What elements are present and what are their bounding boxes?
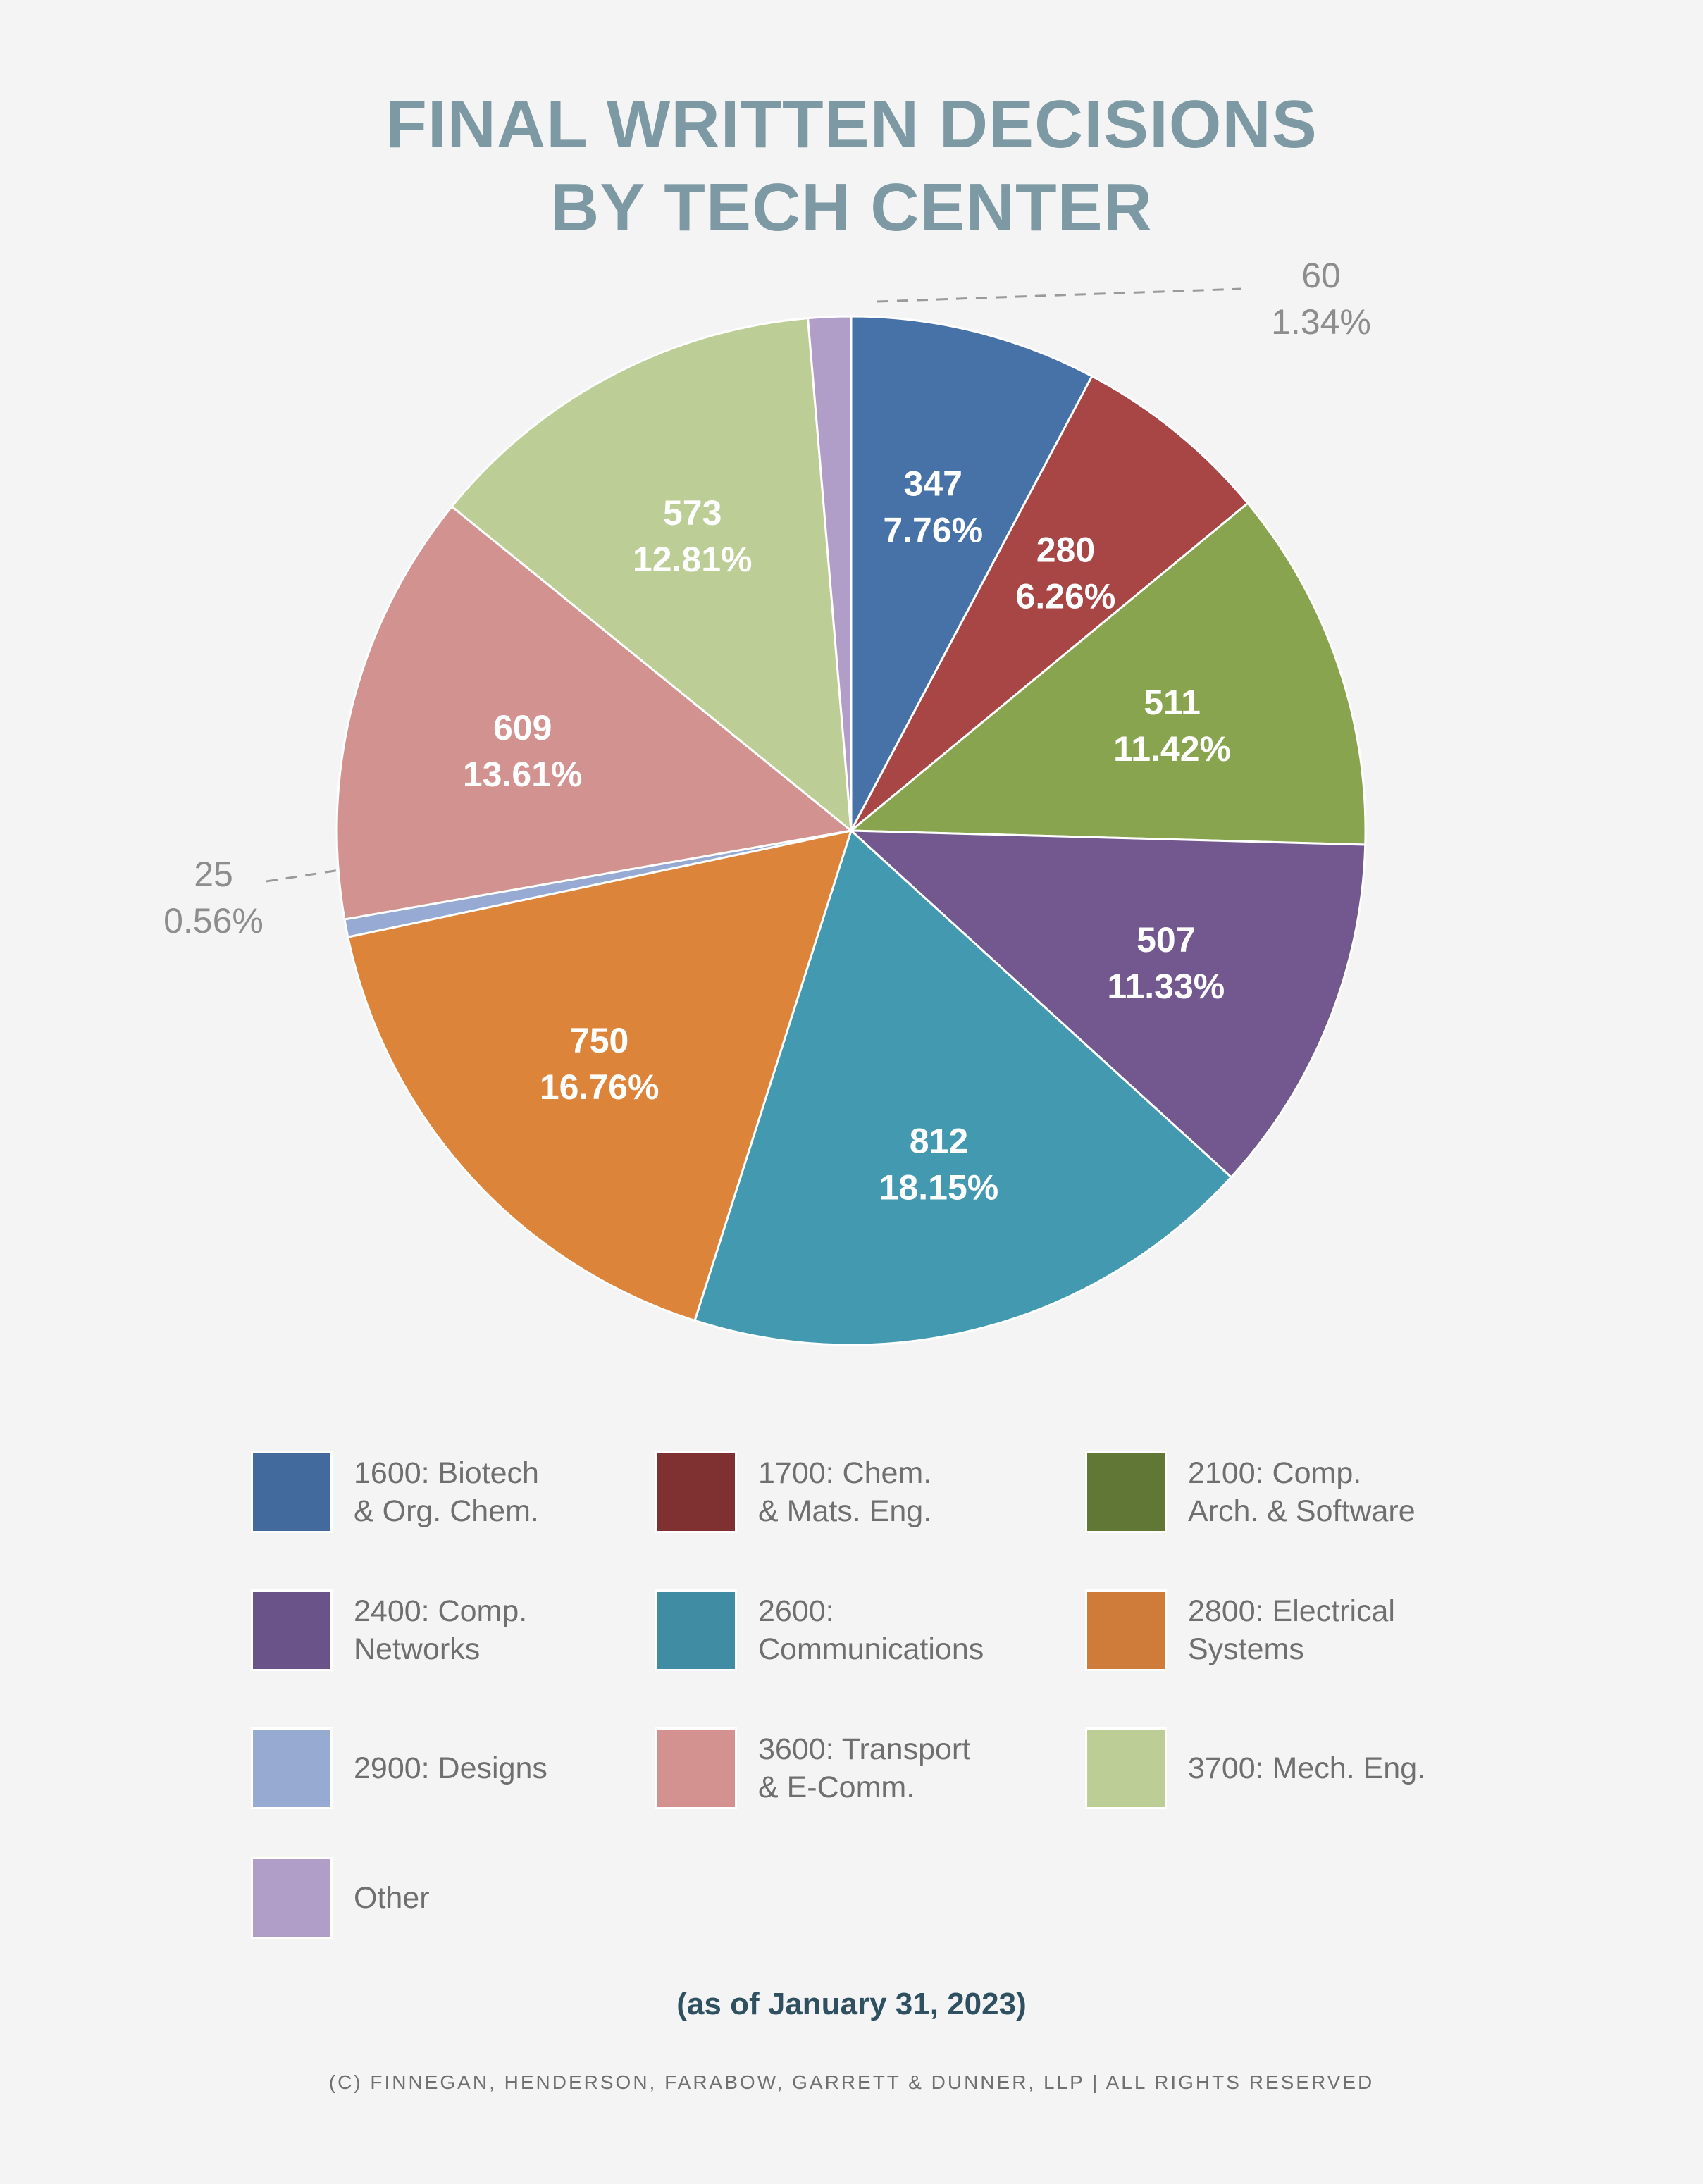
as-of-date: (as of January 31, 2023) <box>676 1987 1027 2021</box>
legend-label: 2900: Designs <box>354 1751 547 1785</box>
legend-swatch <box>655 1451 737 1533</box>
legend-item-2900-designs: 2900: Designs <box>251 1727 650 1809</box>
pie-slice-2400-comp-networks <box>848 829 1367 1179</box>
legend-swatch <box>1085 1589 1167 1671</box>
pie-slice-2600-communications <box>693 829 1233 1346</box>
data-label-value-other: 60 <box>1301 256 1341 295</box>
legend-item-3700-mech-eng: 3700: Mech. Eng. <box>1085 1727 1484 1809</box>
legend-swatch <box>655 1589 737 1671</box>
legend-item-3600-transport-e-comm: 3600: Transport & E-Comm. <box>655 1727 1054 1809</box>
legend-label: 2800: Electrical Systems <box>1188 1594 1395 1666</box>
pie-slice-3600-transport-e-comm <box>335 504 854 921</box>
pie-slice-3700-mech-eng <box>450 316 853 833</box>
legend-swatch <box>1085 1451 1167 1533</box>
leader-line-other <box>877 287 1242 303</box>
data-label-percent-1600-biotech-org-chem: 7.76% <box>883 510 983 550</box>
legend-label: 1700: Chem. & Mats. Eng. <box>758 1456 932 1528</box>
legend-swatch <box>251 1451 333 1533</box>
data-label-value-2900-designs: 25 <box>194 855 233 894</box>
legend-label: 2600: Communications <box>758 1594 984 1666</box>
legend-label: 3700: Mech. Eng. <box>1188 1751 1426 1785</box>
chart-title-line-2: BY TECH CENTER <box>550 170 1153 245</box>
chart-title: FINAL WRITTEN DECISIONS BY TECH CENTER <box>0 83 1703 249</box>
data-label-value-2600-communications: 812 <box>910 1121 968 1160</box>
legend-label: 2100: Comp. Arch. & Software <box>1188 1456 1416 1528</box>
pie-chart: 347 7.76% 280 6.26% 511 11.42% 507 11.33% 812 18.… <box>163 256 1371 1346</box>
data-label-percent-1700-chem-mats-eng: 6.26% <box>1016 577 1116 616</box>
data-label-percent-3700-mech-eng: 12.81% <box>633 540 753 579</box>
legend-swatch <box>251 1857 333 1939</box>
data-label-percent-2600-communications: 18.15% <box>879 1167 999 1207</box>
pie-slice-1600-biotech-org-chem <box>850 315 1094 831</box>
legend-item-2400-comp-networks: 2400: Comp. Networks <box>251 1589 650 1671</box>
data-label-value-2100-comp-arch-software: 511 <box>1144 683 1201 722</box>
legend-swatch <box>251 1589 333 1671</box>
legend-label: 1600: Biotech & Org. Chem. <box>354 1456 539 1528</box>
pie-slice-2100-comp-arch-software <box>848 502 1367 846</box>
data-label-percent-other: 1.34% <box>1271 302 1371 342</box>
pie-labels: 347 7.76% 280 6.26% 511 11.42% 507 11.33% 812 18.… <box>163 256 1371 1207</box>
legend-item-1700-chem-mats-eng: 1700: Chem. & Mats. Eng. <box>655 1451 1054 1533</box>
data-label-value-1700-chem-mats-eng: 280 <box>1036 531 1095 570</box>
legend-swatch <box>251 1727 333 1809</box>
legend-item-2600-communications: 2600: Communications <box>655 1589 1054 1671</box>
data-label-value-2400-comp-networks: 507 <box>1137 920 1195 960</box>
legend-item-2800-electrical-systems: 2800: Electrical Systems <box>1085 1589 1484 1671</box>
legend-label: 3600: Transport & E-Comm. <box>758 1732 971 1804</box>
pie-slice-other <box>806 315 853 831</box>
leader-line-2900-designs <box>266 869 340 883</box>
data-label-percent-2800-electrical-systems: 16.76% <box>540 1067 659 1107</box>
pie-slice-1700-chem-mats-eng <box>850 374 1250 832</box>
data-label-value-2800-electrical-systems: 750 <box>570 1021 628 1060</box>
legend-item-other: Other <box>251 1857 650 1939</box>
pie-slice-2800-electrical-systems <box>347 829 853 1322</box>
data-label-percent-3600-transport-e-comm: 13.61% <box>463 755 583 794</box>
data-label-value-3600-transport-e-comm: 609 <box>493 708 552 747</box>
legend-label: Other <box>354 1881 430 1915</box>
pie-slices <box>335 315 1367 1346</box>
legend-swatch <box>1085 1727 1167 1809</box>
data-label-value-1600-biotech-org-chem: 347 <box>904 464 962 503</box>
data-label-percent-2400-comp-networks: 11.33% <box>1107 967 1225 1006</box>
legend-item-1600-biotech-org-chem: 1600: Biotech & Org. Chem. <box>251 1451 650 1533</box>
data-label-percent-2900-designs: 0.56% <box>163 901 264 941</box>
data-label-value-3700-mech-eng: 573 <box>663 493 722 533</box>
data-label-percent-2100-comp-arch-software: 11.42% <box>1113 729 1231 769</box>
chart-title-line-1: FINAL WRITTEN DECISIONS <box>385 87 1318 162</box>
legend-item-2100-comp-arch-software: 2100: Comp. Arch. & Software <box>1085 1451 1484 1533</box>
legend-swatch <box>655 1727 737 1809</box>
copyright-notice: (C) FINNEGAN, HENDERSON, FARABOW, GARRET… <box>328 2071 1375 2093</box>
legend-label: 2400: Comp. Networks <box>354 1594 528 1666</box>
